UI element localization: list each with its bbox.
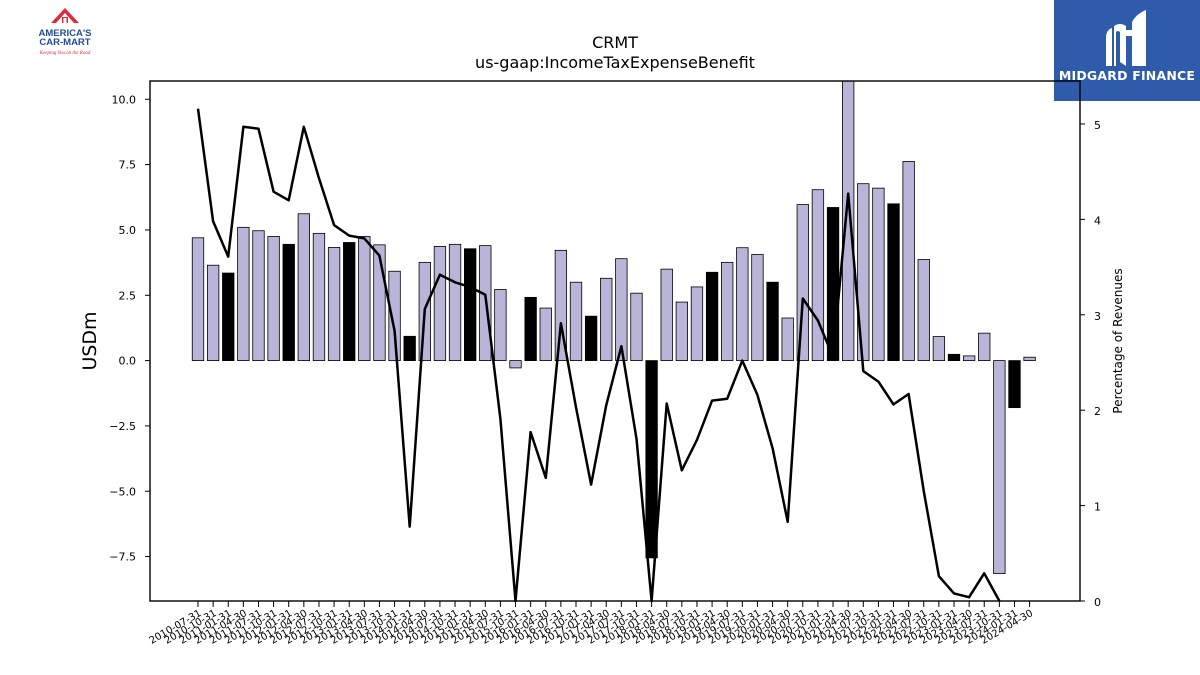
bar — [206, 264, 220, 361]
y-tick-label: 10.0 — [112, 93, 137, 106]
bar — [327, 247, 341, 361]
y-axis-label: USDm — [79, 311, 101, 370]
bar — [887, 203, 900, 361]
bar — [569, 281, 583, 361]
bar — [615, 258, 628, 361]
bar — [494, 289, 507, 361]
y-axis-ticks: 10.0 7.5 5.0 2.5 0.0 −2.5 −5.0 −7.5 — [109, 93, 150, 564]
bar — [978, 332, 991, 361]
bar — [267, 236, 280, 361]
bar — [962, 355, 976, 361]
y2-tick-label: 5 — [1094, 119, 1101, 132]
bar — [645, 360, 658, 559]
bar — [1023, 356, 1036, 361]
logo-line1: AMERICA'S — [39, 28, 92, 39]
bar — [736, 247, 749, 361]
bar — [554, 249, 568, 361]
bar — [690, 286, 704, 361]
bar — [448, 243, 462, 361]
bar — [796, 204, 809, 361]
bar — [252, 230, 265, 361]
bar — [842, 80, 855, 361]
bar — [584, 315, 598, 361]
y-tick-label: −5.0 — [109, 485, 136, 498]
bar — [721, 261, 734, 361]
bar — [237, 226, 250, 361]
bar — [524, 296, 537, 361]
bar — [343, 242, 356, 361]
chart-subtitle: us-gaap:IncomeTaxExpenseBenefit — [475, 53, 755, 72]
bar — [705, 271, 719, 361]
logo-tagline: Keeping You on the Road — [39, 51, 91, 56]
bar — [222, 272, 235, 361]
bar — [766, 281, 779, 361]
midgard-finance-logo: MIDGARD FINANCE — [1054, 0, 1200, 101]
bar — [1008, 360, 1021, 409]
bar — [388, 270, 401, 361]
plot-frame — [149, 80, 1081, 602]
y-tick-label: 2.5 — [119, 289, 137, 302]
bar — [811, 189, 825, 361]
bar — [751, 254, 764, 361]
bar — [282, 243, 295, 361]
y-tick-label: 5.0 — [119, 224, 137, 237]
y-tick-label: −2.5 — [109, 420, 136, 433]
midgard-m-icon — [1106, 10, 1146, 66]
bar-series — [191, 80, 1036, 574]
bar — [932, 336, 946, 361]
y2-axis-ticks: 5 4 3 2 1 0 — [1080, 119, 1101, 609]
americas-car-mart-logo: AMERICA'S CAR-MART Keeping You on the Ro… — [22, 6, 108, 58]
bar — [902, 161, 915, 361]
bar — [433, 246, 447, 361]
car-mart-a-icon: AMERICA'S CAR-MART Keeping You on the Ro… — [39, 8, 92, 56]
bar — [403, 335, 416, 361]
y-tick-label: 7.5 — [119, 159, 137, 172]
bar — [373, 244, 386, 361]
bar — [630, 292, 643, 361]
bar — [781, 317, 794, 361]
bar — [660, 268, 673, 361]
y2-tick-label: 1 — [1094, 501, 1101, 514]
bar — [358, 236, 371, 361]
bar — [826, 207, 840, 361]
y2-tick-label: 4 — [1094, 214, 1101, 227]
bar — [464, 248, 477, 361]
bar — [947, 353, 961, 361]
y2-tick-label: 2 — [1094, 405, 1101, 418]
bar — [191, 237, 205, 361]
bar — [917, 259, 930, 361]
bar — [993, 360, 1006, 574]
bar — [675, 301, 688, 361]
x-axis-ticks: 2010-07-312010-10-312011-01-312011-04-30… — [148, 601, 1035, 647]
chart-title: CRMT — [592, 33, 638, 52]
y-tick-label: 0.0 — [119, 355, 137, 368]
y2-axis-label: Percentage of Revenues — [1111, 268, 1125, 413]
bar — [539, 307, 552, 361]
bar — [297, 213, 310, 361]
y2-tick-label: 3 — [1094, 310, 1101, 323]
bar — [857, 183, 870, 361]
bar — [418, 261, 431, 361]
midgard-brand-text: MIDGARD FINANCE — [1058, 68, 1196, 83]
bar — [312, 232, 326, 361]
y2-tick-label: 0 — [1094, 596, 1101, 609]
bar — [872, 187, 885, 361]
y-tick-label: −7.5 — [109, 551, 136, 564]
bar — [600, 277, 613, 361]
bar — [479, 245, 492, 361]
logo-line2: CAR-MART — [39, 37, 90, 48]
bar — [509, 360, 522, 369]
